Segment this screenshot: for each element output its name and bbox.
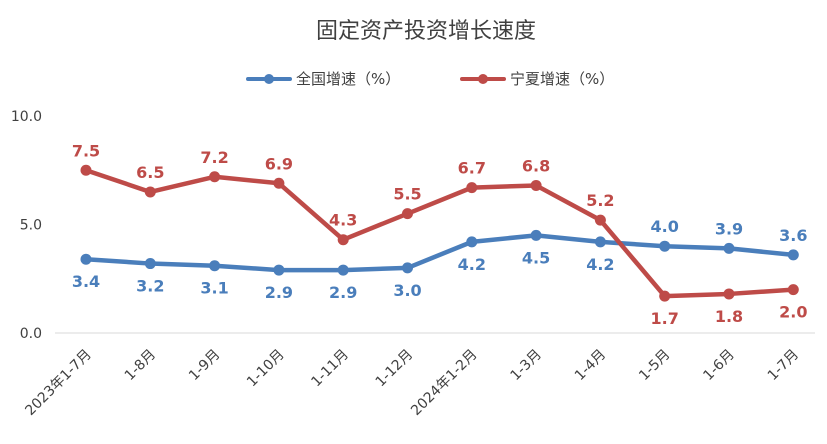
- data-label-ningxia: 1.7: [651, 309, 679, 328]
- data-point-national: [402, 262, 413, 274]
- data-point-national: [337, 264, 349, 276]
- data-label-national: 4.2: [586, 255, 614, 274]
- series-line-national: [83, 233, 796, 273]
- x-tick-label: 1-11月: [308, 347, 352, 391]
- data-point-ningxia: [209, 171, 221, 183]
- legend: 全国增速（%） 宁夏增速（%）: [246, 70, 614, 88]
- data-label-national: 4.0: [651, 217, 679, 236]
- data-point-national: [723, 242, 735, 254]
- data-point-national: [144, 258, 156, 270]
- data-point-ningxia: [402, 208, 413, 220]
- y-tick-label: 5.0: [20, 218, 42, 234]
- data-point-national: [80, 253, 92, 265]
- x-tick-label: 1-12月: [373, 347, 417, 391]
- data-point-ningxia: [530, 179, 542, 191]
- data-label-national: 3.1: [200, 279, 228, 298]
- data-point-ningxia: [80, 164, 92, 176]
- data-point-national: [530, 229, 542, 241]
- legend-marker-national: [264, 74, 274, 84]
- data-label-ningxia: 6.8: [522, 156, 550, 175]
- data-point-national: [209, 260, 221, 272]
- legend-marker-ningxia: [478, 74, 488, 84]
- x-tick-label: 1-7月: [765, 347, 802, 384]
- data-point-ningxia: [144, 186, 156, 198]
- data-label-national: 4.2: [458, 255, 486, 274]
- data-point-ningxia: [337, 234, 349, 246]
- x-tick-label: 1-10月: [244, 347, 288, 391]
- legend-label-ningxia: 宁夏增速（%）: [510, 70, 614, 88]
- legend-label-national: 全国增速（%）: [296, 70, 400, 88]
- data-label-ningxia: 1.8: [715, 307, 743, 326]
- data-point-ningxia: [787, 284, 799, 296]
- data-point-ningxia: [659, 290, 671, 302]
- x-tick-label: 1-5月: [636, 347, 673, 384]
- x-tick-label: 1-9月: [186, 347, 223, 384]
- data-point-ningxia: [273, 177, 285, 189]
- data-label-national: 2.9: [265, 283, 293, 302]
- data-point-national: [273, 264, 285, 276]
- data-label-ningxia: 4.3: [329, 211, 357, 230]
- data-label-national: 3.0: [393, 281, 421, 300]
- data-label-national: 3.2: [136, 277, 164, 296]
- data-point-ningxia: [466, 182, 478, 194]
- data-point-national: [659, 240, 671, 252]
- data-label-ningxia: 7.5: [72, 141, 100, 160]
- x-tick-label: 1-4月: [572, 347, 609, 384]
- x-tick-label: 1-3月: [508, 347, 545, 384]
- data-point-national: [466, 236, 478, 248]
- data-label-ningxia: 7.2: [200, 148, 228, 167]
- data-point-ningxia: [594, 214, 606, 226]
- series-line-ningxia: [83, 168, 796, 299]
- x-tick-label: 2023年1-7月: [22, 347, 94, 419]
- data-point-ningxia: [723, 288, 735, 300]
- data-label-ningxia: 6.5: [136, 163, 164, 182]
- y-tick-label: 0.0: [20, 326, 42, 342]
- data-point-national: [594, 236, 606, 248]
- chart-title: 固定资产投资增长速度: [316, 19, 536, 44]
- data-label-ningxia: 6.9: [265, 154, 293, 173]
- data-label-national: 2.9: [329, 283, 357, 302]
- y-tick-label: 10.0: [11, 109, 42, 125]
- x-tick-label: 2024年1-2月: [408, 347, 480, 419]
- data-label-ningxia: 6.7: [458, 159, 486, 178]
- x-tick-label: 1-6月: [700, 347, 737, 384]
- data-label-national: 3.4: [72, 272, 100, 291]
- series-layer: 3.4 3.2 3.1 2.9 2.9 3.0 4.2 4.5 4.2 4.0 3.9 3.6 7.5 6…: [72, 141, 808, 328]
- data-label-ningxia: 5.2: [586, 191, 614, 210]
- data-label-national: 3.9: [715, 219, 743, 238]
- data-point-national: [787, 249, 799, 261]
- data-label-national: 4.5: [522, 248, 550, 267]
- data-label-ningxia: 5.5: [393, 185, 421, 204]
- x-tick-label: 1-8月: [122, 347, 159, 384]
- data-label-national: 3.6: [779, 226, 807, 245]
- data-label-ningxia: 2.0: [779, 303, 807, 322]
